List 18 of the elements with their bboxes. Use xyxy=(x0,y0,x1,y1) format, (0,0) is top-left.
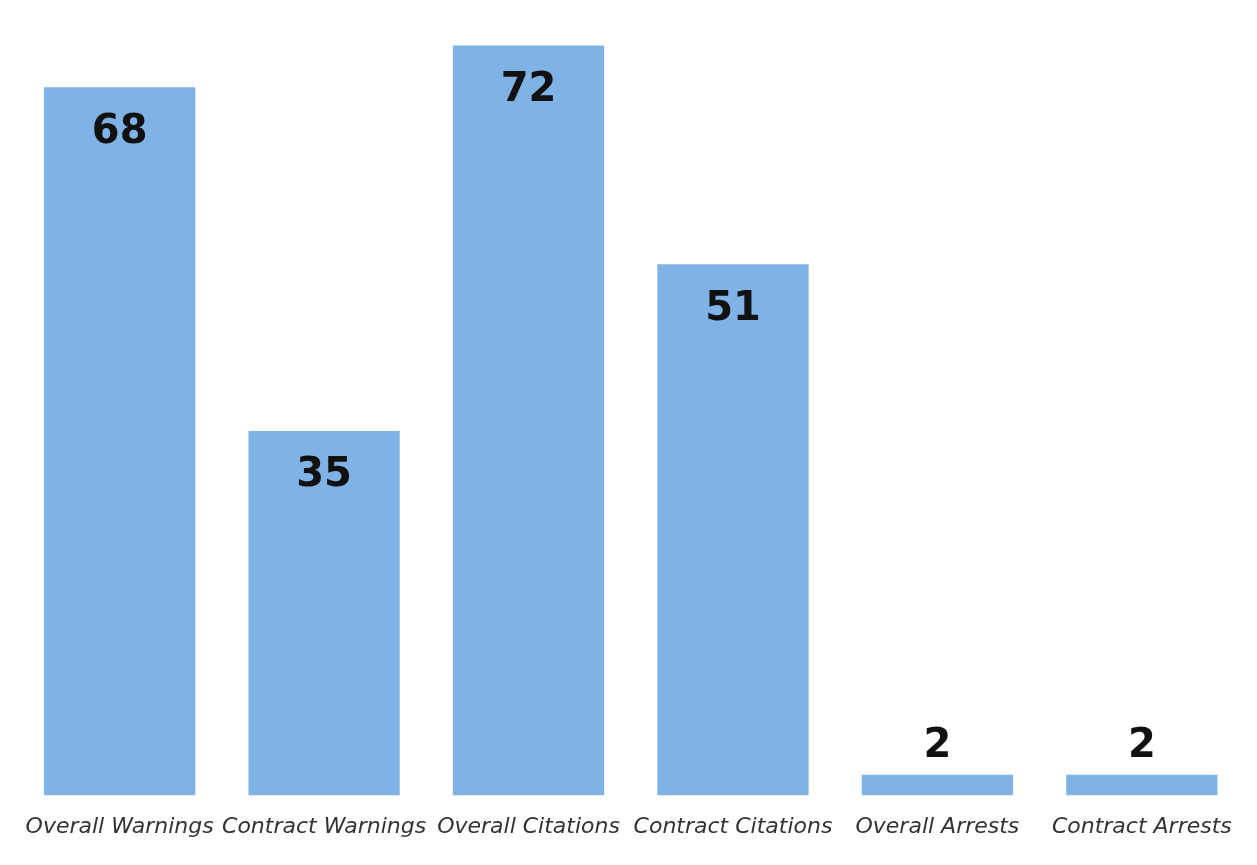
data-label: 72 xyxy=(500,63,557,110)
bar xyxy=(1066,774,1218,796)
x-tick-label: Contract Citations xyxy=(633,812,833,838)
x-tick-label: Overall Warnings xyxy=(25,812,214,838)
x-tick-label: Overall Citations xyxy=(437,812,620,838)
data-label: 2 xyxy=(923,720,952,767)
x-tick-label: Contract Arrests xyxy=(1051,812,1232,838)
bar xyxy=(452,45,605,796)
bar xyxy=(657,264,809,796)
data-label: 35 xyxy=(296,449,352,496)
bar xyxy=(44,87,196,796)
x-tick-label: Contract Warnings xyxy=(222,812,427,838)
data-label: 68 xyxy=(91,105,148,152)
bar xyxy=(248,430,400,796)
bar xyxy=(861,774,1014,796)
data-label: 2 xyxy=(1127,720,1156,767)
data-label: 51 xyxy=(705,282,761,329)
x-tick-label: Overall Arrests xyxy=(855,812,1020,838)
